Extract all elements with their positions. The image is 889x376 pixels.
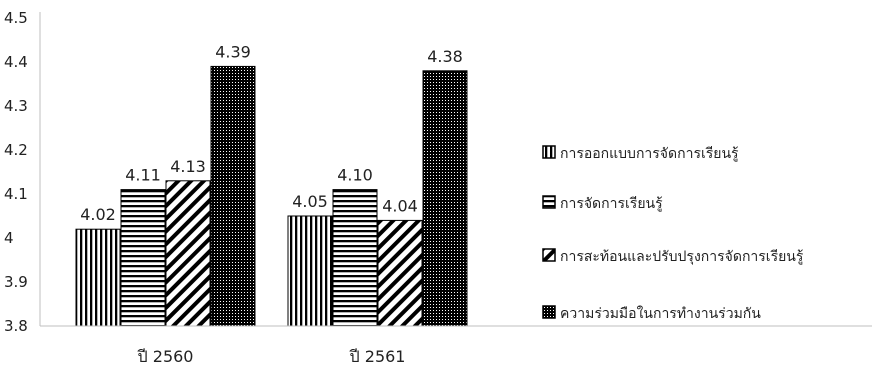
y-axis: 3.8 3.9 4 4.1 4.2 4.3 4.4 4.5 (4, 9, 41, 335)
bar-horizontal-lines (120, 189, 166, 327)
bar-value-label: 4.38 (427, 47, 463, 66)
bar-dense-dots (210, 65, 256, 327)
y-tick-label: 3.9 (4, 273, 28, 291)
y-tick-label: 4.5 (4, 9, 28, 27)
y-tick-label: 4.1 (4, 185, 28, 203)
bar-value-label: 4.05 (292, 192, 328, 211)
bar-value-label: 4.11 (125, 166, 161, 185)
bar-dense-dots (422, 70, 468, 327)
bar-value-label: 4.04 (382, 196, 418, 215)
bar-value-label: 4.10 (337, 166, 373, 185)
bar-vertical-lines (287, 215, 333, 327)
legend-swatch (542, 195, 556, 209)
bars: 4.02 4.11 4.13 4.39 4.05 4.10 4.04 4.38 (75, 42, 468, 327)
bar-vertical-lines (75, 228, 121, 327)
x-axis: ปี 2560 ปี 2561 (40, 325, 872, 366)
bar-diagonal-lines (377, 219, 423, 327)
y-tick-label: 4 (4, 229, 14, 247)
bar-horizontal-lines (332, 189, 378, 327)
legend-label: การสะท้อนและปรับปรุงการจัดการเรียนรู้ (560, 249, 804, 265)
y-tick-label: 4.4 (4, 53, 28, 71)
y-tick-label: 4.2 (4, 141, 28, 159)
legend-swatch (542, 305, 556, 319)
bar-diagonal-lines (165, 180, 211, 327)
legend: การออกแบบการจัดการเรียนรู้การจัดการเรียน… (542, 145, 804, 322)
bar-value-label: 4.13 (170, 157, 206, 176)
x-category-label: ปี 2561 (349, 347, 405, 366)
legend-swatch (542, 145, 556, 159)
y-tick-label: 4.3 (4, 97, 28, 115)
y-tick-label: 3.8 (4, 317, 28, 335)
bar-value-label: 4.39 (215, 42, 251, 61)
legend-swatch (542, 248, 556, 262)
bar-value-label: 4.02 (80, 205, 116, 224)
legend-label: การจัดการเรียนรู้ (560, 196, 663, 212)
x-category-label: ปี 2560 (137, 347, 193, 366)
legend-label: ความร่วมมือในการทำงานร่วมกัน (560, 305, 761, 322)
legend-label: การออกแบบการจัดการเรียนรู้ (560, 146, 739, 162)
